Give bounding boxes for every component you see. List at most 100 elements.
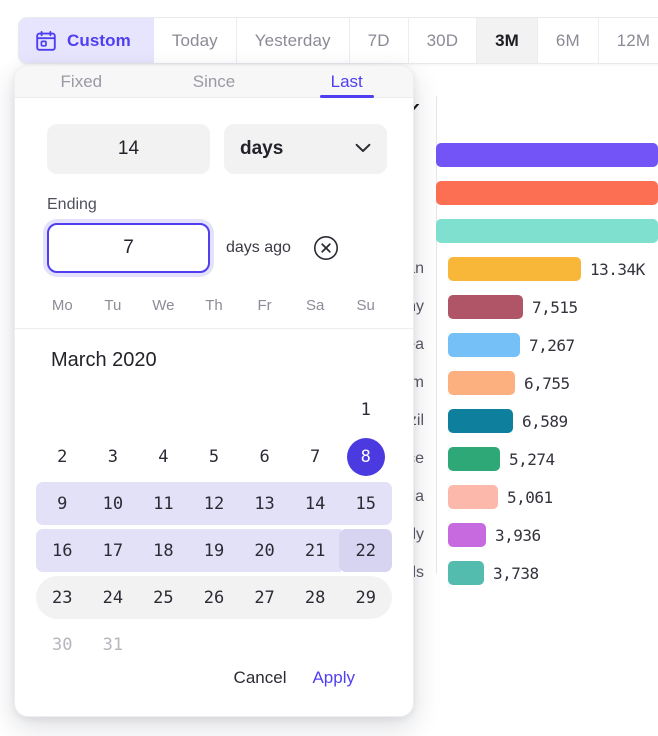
calendar-day-17[interactable]: 17: [86, 527, 139, 574]
tab-last[interactable]: Last: [280, 66, 413, 97]
calendar-day-6[interactable]: 6: [239, 433, 290, 480]
cancel-button[interactable]: Cancel: [233, 668, 287, 687]
range-preset-12m[interactable]: 12M: [598, 18, 658, 63]
bar-row[interactable]: ce 5,274: [360, 440, 658, 478]
bar[interactable]: [448, 333, 520, 357]
tab-since[interactable]: Since: [148, 66, 281, 97]
calendar-day-29[interactable]: 29: [339, 574, 392, 621]
bar[interactable]: [436, 181, 658, 205]
calendar-day-label: 11: [153, 493, 174, 514]
range-preset-yesterday-label: Yesterday: [254, 30, 331, 50]
range-preset-yesterday[interactable]: Yesterday: [236, 18, 350, 63]
calendar-day-label: 13: [254, 493, 275, 514]
calendar-day-28[interactable]: 28: [288, 574, 341, 621]
calendar-day-27[interactable]: 27: [238, 574, 291, 621]
apply-button[interactable]: Apply: [312, 668, 355, 687]
calendar-day-empty: [138, 621, 189, 668]
calendar-day-11[interactable]: 11: [137, 480, 190, 527]
calendar-day-2[interactable]: 2: [37, 433, 88, 480]
bar[interactable]: [448, 295, 523, 319]
range-preset-3m[interactable]: 3M: [477, 18, 538, 63]
range-preset-today[interactable]: Today: [153, 18, 237, 63]
calendar-day-20[interactable]: 20: [238, 527, 291, 574]
bar-track: 5,061: [436, 485, 658, 509]
calendar-day-8[interactable]: 8: [340, 433, 391, 480]
calendar-day-label: 22: [355, 540, 376, 561]
bar[interactable]: [448, 523, 486, 547]
calendar-week-row: 9 10 11 12 13 14 15: [36, 480, 392, 527]
bar-track: [424, 219, 658, 243]
calendar-day-21[interactable]: 21: [288, 527, 341, 574]
bar-row[interactable]: da 5,061: [360, 478, 658, 516]
ending-days-input[interactable]: [49, 225, 208, 271]
calendar-weekday-tu: Tu: [104, 297, 122, 314]
calendar-day-4[interactable]: 4: [138, 433, 189, 480]
calendar-weekday-th: Th: [205, 297, 223, 314]
close-circle-icon[interactable]: [313, 235, 339, 261]
calendar-day-5[interactable]: 5: [189, 433, 240, 480]
calendar-weekday-su: Su: [356, 297, 375, 314]
range-preset-30d[interactable]: 30D: [408, 18, 478, 63]
calendar-day-label: 27: [254, 587, 275, 608]
bar-value-label: 7,515: [532, 297, 578, 317]
calendar-day-9[interactable]: 9: [36, 480, 89, 527]
calendar-day-16[interactable]: 16: [36, 527, 89, 574]
bar[interactable]: [436, 219, 658, 243]
chart-axis-line: [436, 96, 437, 574]
calendar-day-label: 19: [203, 540, 225, 561]
calendar-day-25[interactable]: 25: [137, 574, 190, 621]
calendar-day-10[interactable]: 10: [86, 480, 139, 527]
calendar-day-3[interactable]: 3: [88, 433, 139, 480]
calendar-weekday-header: Mo Tu We Th Fr Sa Su: [15, 273, 413, 329]
calendar-day-31[interactable]: 31: [88, 621, 139, 668]
calendar-day-13[interactable]: 13: [238, 480, 291, 527]
calendar-grid: 1 2 3 4 5 6 7 8 9 10 11 12 13 14 15 16 17 18 19 20 21 22 23 24 2…: [15, 378, 413, 668]
tab-fixed[interactable]: Fixed: [15, 66, 148, 97]
calendar-day-1[interactable]: 1: [340, 386, 391, 433]
bar-row[interactable]: m 6,755: [360, 364, 658, 402]
calendar-day-15[interactable]: 15: [339, 480, 392, 527]
calendar-day-label: 9: [57, 493, 68, 514]
calendar-day-22[interactable]: 22: [339, 527, 392, 574]
calendar-day-label: 8: [346, 437, 385, 476]
calendar-day-30[interactable]: 30: [37, 621, 88, 668]
bar-value-label: 6,755: [524, 373, 570, 393]
bar-track: 3,738: [436, 561, 658, 585]
bar[interactable]: [448, 257, 581, 281]
bar[interactable]: [448, 561, 484, 585]
chevron-down-icon: [355, 140, 371, 158]
bar[interactable]: [448, 485, 498, 509]
calendar-day-14[interactable]: 14: [288, 480, 341, 527]
calendar-day-19[interactable]: 19: [187, 527, 240, 574]
bar-track: 6,755: [436, 371, 658, 395]
bar[interactable]: [448, 447, 500, 471]
bar[interactable]: [448, 409, 513, 433]
calendar-week-row: 1: [37, 386, 391, 433]
range-preset-7d[interactable]: 7D: [349, 18, 409, 63]
duration-unit-select[interactable]: days: [224, 124, 387, 174]
calendar-day-label: 21: [304, 540, 326, 561]
bar[interactable]: [436, 143, 658, 167]
range-preset-12m-label: 12M: [616, 30, 651, 50]
range-preset-6m-label: 6M: [555, 30, 580, 50]
range-preset-custom[interactable]: Custom: [19, 18, 154, 63]
calendar-icon: [35, 30, 57, 52]
duration-amount-input[interactable]: [47, 124, 210, 174]
calendar-day-23[interactable]: 23: [36, 574, 89, 621]
range-preset-6m[interactable]: 6M: [537, 18, 599, 63]
bar-value-label: 5,274: [509, 449, 555, 469]
calendar-day-12[interactable]: 12: [187, 480, 240, 527]
calendar-day-7[interactable]: 7: [290, 433, 341, 480]
bar-row[interactable]: an 13.34K: [360, 250, 658, 288]
range-preset-3m-label: 3M: [495, 30, 519, 50]
date-picker-body: days Ending days ago: [15, 98, 413, 716]
calendar-day-18[interactable]: 18: [137, 527, 190, 574]
bar-value-label: 5,061: [507, 487, 553, 507]
calendar-day-label: 17: [102, 540, 124, 561]
bar[interactable]: [448, 371, 515, 395]
calendar-day-26[interactable]: 26: [187, 574, 240, 621]
bar-row[interactable]: ea 7,267: [360, 326, 658, 364]
calendar-day-label: 25: [153, 587, 174, 608]
calendar-day-24[interactable]: 24: [86, 574, 139, 621]
